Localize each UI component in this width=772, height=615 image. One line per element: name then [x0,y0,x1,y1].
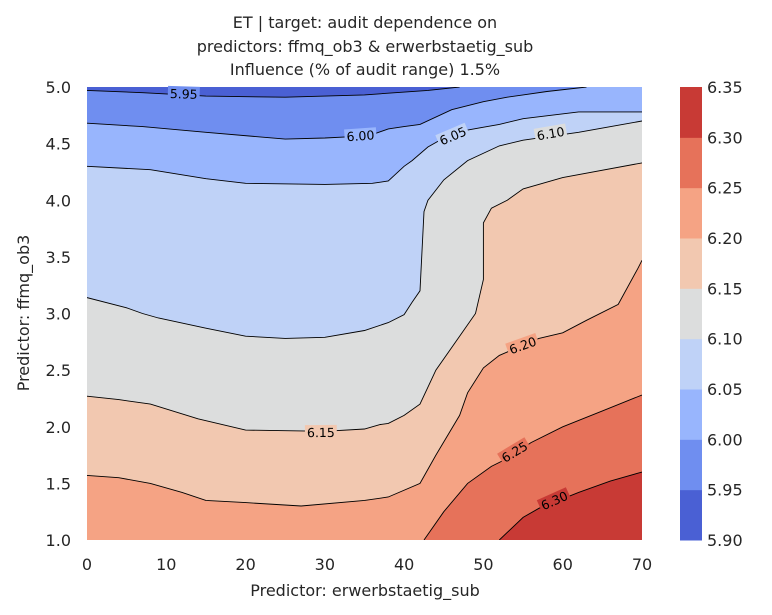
x-tick-label: 0 [82,555,92,574]
x-tick-label: 50 [473,555,493,574]
x-tick-label: 20 [235,555,255,574]
y-tick-label: 2.0 [46,418,71,437]
colorbar-tick-label: 6.20 [707,229,743,248]
y-tick-label: 3.5 [46,248,71,267]
contour-label-6.10: 6.10 [536,124,566,143]
colorbar-tick-label: 6.30 [707,128,743,147]
contour-label-bg-6.10 [533,123,568,144]
chart-title: ET | target: audit dependence on predict… [197,13,533,79]
contour-bands [87,87,642,540]
y-tick-label: 4.5 [46,135,71,154]
contour-label-6.00: 6.00 [346,127,375,144]
colorbar-tick-label: 6.05 [707,380,743,399]
contour-line-6.00 [87,87,587,140]
colorbar-segment [680,137,702,189]
contour-label-bg-6.00 [344,127,377,145]
x-axis-label: Predictor: erwerbstaetig_sub [250,581,480,601]
x-tick-label: 70 [632,555,652,574]
contour-labels: 5.956.00 6.05 6.106.156.206.256.30 [167,85,573,514]
title-line-3: Influence (% of audit range) 1.5% [230,60,500,79]
colorbar-segment [680,187,702,239]
contour-line-6.05 [87,111,642,185]
y-tick-label: 4.0 [46,191,71,210]
y-axis-label: Predictor: ffmq_ob3 [14,235,34,392]
y-tick-label: 1.5 [46,474,71,493]
colorbar-segment [680,87,702,138]
x-tick-label: 30 [315,555,335,574]
colorbar-tick-label: 6.00 [707,430,743,449]
colorbar-segment [680,489,702,541]
colorbar-tick-label: 6.15 [707,279,743,298]
contour-label-bg-5.95 [167,85,200,102]
contour-label-bg-6.30 [536,487,573,514]
colorbar-segment [680,439,702,491]
colorbar-tick-label: 6.10 [707,330,743,349]
colorbar-segment [680,389,702,440]
x-tick-label: 10 [156,555,176,574]
y-tick-label: 2.5 [46,361,71,380]
colorbar: 5.90 5.95 6.00 6.05 6.10 6.15 6.20 6.25 6.30 6.35 [680,78,743,550]
contour-label-5.95: 5.95 [170,86,198,102]
y-tick-label: 1.0 [46,531,71,550]
colorbar-tick-label: 5.95 [707,481,743,500]
colorbar-segment [680,288,702,340]
contour-label-bg-6.25 [497,437,533,467]
colorbar-tick-label: 5.90 [707,531,743,550]
contour-line-6.20 [87,260,642,507]
colorbar-tick-label: 6.25 [707,179,743,198]
colorbar-segment [680,338,702,390]
contour-label-bg-6.15 [304,424,337,441]
y-tick-label: 3.0 [46,305,71,324]
contour-line-6.15 [87,162,642,432]
y-axis-ticks: 1.0 1.5 2.0 2.5 3.0 3.5 4.0 4.5 5.0 [46,78,71,550]
colorbar-tick-label: 6.35 [707,78,743,97]
contour-label-bg-6.20 [505,332,541,358]
title-line-1: ET | target: audit dependence on [233,13,497,32]
x-axis-ticks: 0 10 20 30 40 50 60 70 [82,555,652,574]
contour-line-6.10 [87,120,642,339]
colorbar-segment [680,238,702,289]
contour-line-5.95 [87,87,460,98]
contour-label-6.15: 6.15 [307,425,335,440]
y-tick-label: 5.0 [46,78,71,97]
x-tick-label: 40 [394,555,414,574]
contour-label-bg-6.05 [435,122,471,150]
x-tick-label: 60 [553,555,573,574]
band-above-6.00 [87,87,587,140]
title-line-2: predictors: ffmq_ob3 & erwerbstaetig_sub [197,37,533,57]
